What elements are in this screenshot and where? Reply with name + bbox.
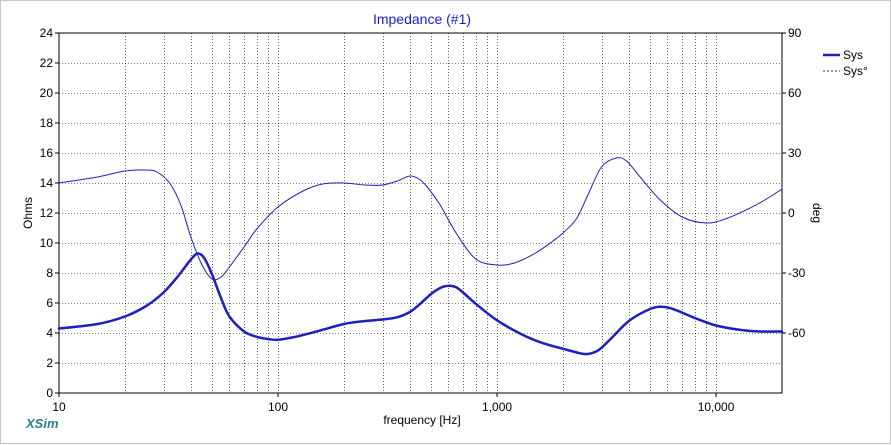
series-line-sys — [57, 252, 784, 356]
x-axis-label: frequency [Hz] — [383, 413, 460, 427]
series-line-sys-phase — [58, 157, 783, 281]
curves — [57, 157, 784, 356]
y-axis-label: Ohms — [21, 197, 35, 229]
y2-tick-label: 60 — [788, 86, 802, 100]
y-tick-label: 22 — [40, 56, 54, 70]
y2-tick-label: 0 — [788, 206, 795, 220]
x-tick-label: 10 — [52, 400, 66, 414]
chart-title: Impedance (#1) — [373, 11, 471, 27]
y-tick-label: 18 — [40, 116, 54, 130]
legend-label-sys-phase: Sys° — [843, 64, 868, 78]
y-tick-label: 6 — [46, 296, 53, 310]
y2-tick-label: -30 — [788, 266, 806, 280]
y-tick-label: 20 — [40, 86, 54, 100]
y-tick-label: 16 — [40, 146, 54, 160]
y-tick-label: 8 — [46, 266, 53, 280]
x-tick-label: 1,000 — [482, 400, 512, 414]
legend: Sys Sys° — [823, 48, 868, 78]
y2-tick-label: -60 — [788, 326, 806, 340]
x-tick-label: 10,000 — [698, 400, 735, 414]
y-tick-label: 14 — [40, 176, 54, 190]
y-tick-label: 2 — [46, 356, 53, 370]
plot-border — [58, 32, 783, 394]
grid — [59, 33, 782, 393]
x-tick-label: 100 — [268, 400, 288, 414]
y-tick-label: 12 — [40, 206, 54, 220]
y2-tick-label: 30 — [788, 146, 802, 160]
y-tick-label: 0 — [46, 386, 53, 400]
xsim-logo: XSim — [25, 416, 59, 431]
y2-axis-label: deg — [810, 203, 824, 223]
legend-label-sys: Sys — [843, 48, 863, 62]
y-tick-label: 10 — [40, 236, 54, 250]
y2-tick-label: 90 — [788, 26, 802, 40]
y-tick-label: 24 — [40, 26, 54, 40]
y-tick-label: 4 — [46, 326, 53, 340]
